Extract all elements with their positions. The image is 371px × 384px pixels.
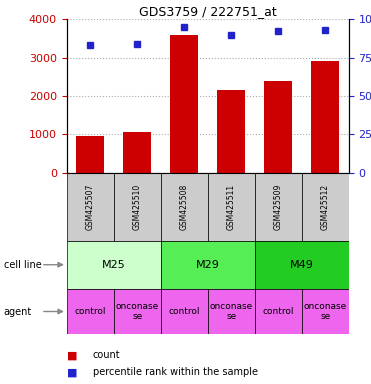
Bar <box>161 173 208 240</box>
Bar <box>114 289 161 334</box>
Bar <box>255 173 302 240</box>
Text: cell line: cell line <box>4 260 42 270</box>
Text: GSM425507: GSM425507 <box>86 184 95 230</box>
Text: GSM425512: GSM425512 <box>321 184 330 230</box>
Text: onconase
se: onconase se <box>303 302 347 321</box>
Text: percentile rank within the sample: percentile rank within the sample <box>93 367 258 377</box>
Text: control: control <box>75 307 106 316</box>
Text: onconase
se: onconase se <box>116 302 159 321</box>
Text: agent: agent <box>4 306 32 316</box>
Bar <box>208 173 255 240</box>
Text: GSM425508: GSM425508 <box>180 184 189 230</box>
Bar <box>255 289 302 334</box>
Bar <box>217 90 245 173</box>
Text: GSM425509: GSM425509 <box>274 184 283 230</box>
Bar <box>264 81 292 173</box>
Text: GSM425511: GSM425511 <box>227 184 236 230</box>
Text: control: control <box>168 307 200 316</box>
Text: M25: M25 <box>102 260 126 270</box>
Bar <box>302 173 349 240</box>
Text: GSM425510: GSM425510 <box>133 184 142 230</box>
Bar <box>114 173 161 240</box>
Bar <box>123 132 151 173</box>
Text: M29: M29 <box>196 260 220 270</box>
Bar <box>208 289 255 334</box>
Bar <box>161 240 255 289</box>
Bar <box>311 61 339 173</box>
Text: count: count <box>93 350 120 360</box>
Text: control: control <box>263 307 294 316</box>
Bar <box>67 240 161 289</box>
Title: GDS3759 / 222751_at: GDS3759 / 222751_at <box>139 5 277 18</box>
Text: ■: ■ <box>67 350 77 360</box>
Bar <box>170 35 198 173</box>
Bar <box>161 289 208 334</box>
Text: M49: M49 <box>290 260 314 270</box>
Bar <box>302 289 349 334</box>
Bar <box>76 136 104 173</box>
Text: ■: ■ <box>67 367 77 377</box>
Bar <box>255 240 349 289</box>
Bar <box>67 173 114 240</box>
Bar <box>67 289 114 334</box>
Text: onconase
se: onconase se <box>210 302 253 321</box>
